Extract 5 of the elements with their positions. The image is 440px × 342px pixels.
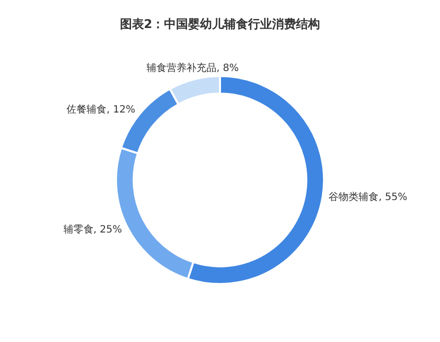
slice-label: 佐餐辅食, 12%	[66, 103, 136, 116]
slice-label: 辅食营养补充品, 8%	[146, 62, 239, 74]
chart-title: 图表2：中国婴幼儿辅食行业消费结构	[118, 16, 322, 33]
slice-label: 辅零食, 25%	[63, 224, 122, 236]
slice-label: 谷物类辅食, 55%	[328, 190, 408, 203]
